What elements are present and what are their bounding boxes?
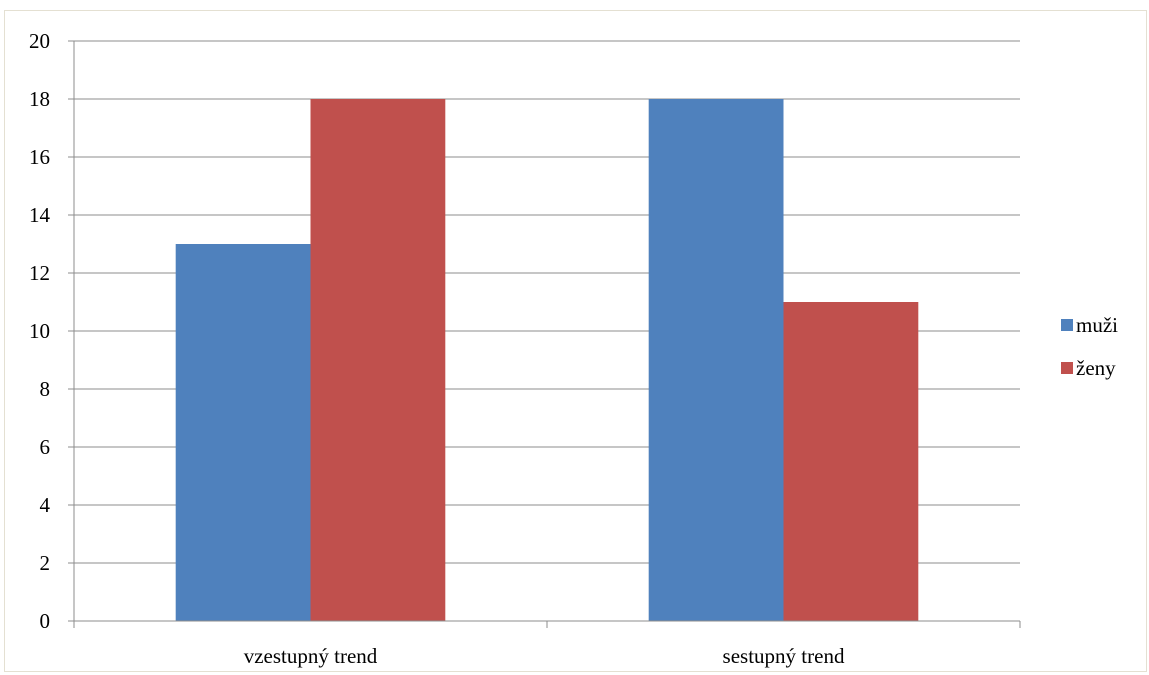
y-axis-ticks: 0 2 4 6 8 10 12 14 16 18 20 xyxy=(29,29,74,633)
bar-ženy-1 xyxy=(310,99,446,621)
legend: muži ženy xyxy=(1061,313,1118,380)
y-tick-label: 6 xyxy=(40,435,51,459)
y-tick-label: 18 xyxy=(29,87,50,111)
y-tick-label: 8 xyxy=(40,377,51,401)
y-tick-label: 10 xyxy=(29,319,50,343)
legend-label: muži xyxy=(1076,313,1118,337)
legend-swatch xyxy=(1061,319,1073,331)
y-tick-label: 14 xyxy=(29,203,51,227)
x-axis-ticks: vzestupný trend sestupný trend xyxy=(73,621,1021,668)
legend-swatch xyxy=(1061,362,1073,374)
x-tick-label: sestupný trend xyxy=(723,644,845,668)
y-tick-label: 4 xyxy=(40,493,51,517)
legend-label: ženy xyxy=(1076,356,1116,380)
y-tick-label: 0 xyxy=(40,609,51,633)
bar-muži-2 xyxy=(648,99,784,621)
y-tick-label: 12 xyxy=(29,261,50,285)
x-tick-label: vzestupný trend xyxy=(244,644,378,668)
y-tick-label: 20 xyxy=(29,29,50,53)
bars xyxy=(175,99,919,621)
y-tick-label: 16 xyxy=(29,145,50,169)
y-tick-label: 2 xyxy=(40,551,51,575)
bar-ženy-2 xyxy=(783,302,919,621)
bar-muži-1 xyxy=(175,244,311,621)
